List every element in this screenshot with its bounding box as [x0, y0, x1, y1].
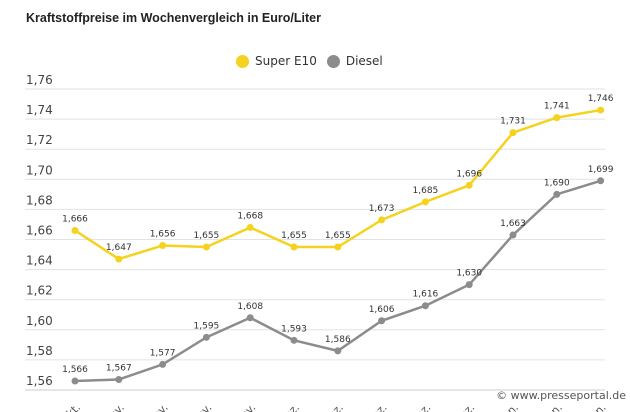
legend: Super E10 Diesel	[236, 54, 383, 68]
data-point-super-e10	[159, 242, 167, 250]
y-tick-label: 1,70	[26, 163, 53, 177]
data-label-diesel: 1,663	[500, 219, 526, 229]
x-tick-label: Dez.	[363, 401, 390, 412]
data-point-diesel	[71, 377, 79, 385]
data-label-super-e10: 1,673	[369, 204, 395, 214]
data-label-super-e10: 1,696	[456, 169, 482, 179]
credit: © www.presseportal.de	[496, 389, 626, 402]
data-point-super-e10	[246, 223, 254, 231]
data-point-super-e10	[202, 243, 210, 251]
data-label-diesel: 1,616	[413, 290, 439, 300]
legend-marker-diesel	[326, 54, 340, 68]
y-tick-label: 1,58	[26, 344, 53, 358]
data-point-diesel	[553, 190, 561, 198]
data-label-super-e10: 1,655	[194, 231, 220, 241]
x-tick-label: Dez.	[276, 401, 303, 412]
x-tick-label: Dez.	[451, 401, 478, 412]
legend-label-diesel: Diesel	[345, 54, 383, 68]
data-point-diesel	[509, 231, 517, 239]
y-tick-label: 1,68	[26, 193, 53, 207]
data-label-diesel: 1,630	[456, 269, 482, 279]
data-label-super-e10: 1,656	[150, 230, 176, 240]
data-point-diesel	[378, 317, 386, 325]
data-label-diesel: 1,593	[281, 324, 307, 334]
data-label-super-e10: 1,741	[544, 102, 570, 112]
x-tick-label: Dez.	[319, 401, 346, 412]
x-tick-label: Nov.	[232, 401, 258, 412]
y-tick-label: 1,60	[26, 314, 53, 328]
data-label-diesel: 1,586	[325, 335, 351, 345]
y-tick-label: 1,66	[26, 224, 53, 238]
data-label-super-e10: 1,655	[325, 231, 351, 241]
legend-label-super-e10: Super E10	[255, 54, 317, 68]
x-tick-label: Jan.	[584, 401, 608, 412]
data-label-diesel: 1,606	[369, 305, 395, 315]
data-label-super-e10: 1,746	[588, 94, 614, 104]
data-label-diesel: 1,567	[106, 363, 132, 373]
data-label-diesel: 1,566	[62, 365, 88, 375]
data-label-diesel: 1,595	[194, 321, 220, 331]
x-tick-label: Jan.	[541, 401, 565, 412]
data-point-diesel	[597, 177, 605, 185]
data-label-super-e10: 1,666	[62, 214, 88, 224]
data-point-diesel	[334, 347, 342, 355]
y-tick-label: 1,62	[26, 284, 53, 298]
data-point-diesel	[115, 375, 123, 383]
data-label-super-e10: 1,685	[413, 186, 439, 196]
x-tick-label: Okt.	[58, 401, 83, 412]
data-point-diesel	[421, 302, 429, 310]
data-point-super-e10	[290, 243, 298, 251]
data-label-super-e10: 1,731	[500, 117, 526, 127]
data-point-super-e10	[465, 181, 473, 189]
y-tick-label: 1,64	[26, 254, 53, 268]
data-label-diesel: 1,690	[544, 178, 570, 188]
x-tick-label: Dez.	[407, 401, 434, 412]
data-point-diesel	[202, 333, 210, 341]
data-point-super-e10	[597, 106, 605, 114]
y-tick-label: 1,72	[26, 133, 53, 147]
y-tick-label: 1,56	[26, 374, 53, 388]
data-point-super-e10	[553, 114, 561, 122]
data-point-super-e10	[421, 198, 429, 206]
data-point-super-e10	[71, 226, 79, 234]
data-point-diesel	[465, 281, 473, 289]
data-label-diesel: 1,699	[588, 165, 614, 175]
data-label-super-e10: 1,647	[106, 243, 132, 253]
data-point-super-e10	[378, 216, 386, 224]
x-tick-label: Jan.	[497, 401, 521, 412]
data-point-diesel	[159, 360, 167, 368]
data-point-super-e10	[334, 243, 342, 251]
x-tick-label: Nov.	[144, 401, 170, 412]
data-point-super-e10	[509, 129, 517, 137]
data-label-super-e10: 1,655	[281, 231, 307, 241]
x-tick-label: Nov.	[188, 401, 214, 412]
y-tick-label: 1,74	[26, 103, 53, 117]
data-label-super-e10: 1,668	[237, 211, 263, 221]
legend-marker-super-e10	[236, 54, 249, 68]
data-point-diesel	[246, 314, 254, 322]
data-label-diesel: 1,608	[237, 302, 263, 312]
data-label-diesel: 1,577	[150, 348, 176, 358]
data-point-diesel	[290, 336, 298, 344]
chart-title: Kraftstoffpreise im Wochenvergleich in E…	[26, 11, 321, 25]
data-point-super-e10	[115, 255, 123, 263]
y-tick-label: 1,76	[26, 73, 53, 87]
x-tick-label: Nov.	[101, 401, 127, 412]
